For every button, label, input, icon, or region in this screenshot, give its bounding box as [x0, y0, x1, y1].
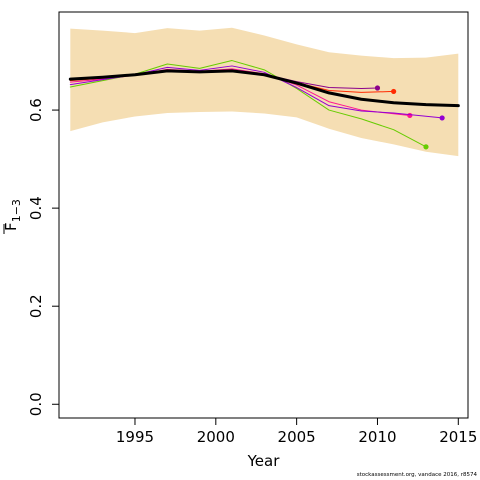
series-end-point-4 — [423, 144, 429, 150]
svg-text:F1−3: F1−3 — [2, 199, 23, 231]
x-tick-label: 2005 — [278, 428, 316, 446]
x-tick-label: 2010 — [358, 428, 396, 446]
series-end-point-1 — [374, 85, 381, 91]
y-axis-title: F1−3 — [2, 199, 23, 234]
x-tick-label: 2015 — [439, 428, 477, 446]
y-axis-title-main: F — [2, 222, 20, 231]
plot-frame — [58, 11, 469, 419]
series-layer — [68, 60, 460, 150]
series-end-point-5 — [439, 115, 445, 121]
x-axis: 1995 2000 2005 2010 2015 — [116, 418, 477, 446]
y-axis-title-subscript: 1−3 — [10, 199, 23, 222]
x-tick-label: 2000 — [197, 428, 235, 446]
series-end-point-3 — [407, 112, 413, 119]
x-axis-title: Year — [247, 452, 281, 470]
confidence-band — [70, 27, 459, 157]
series-end-point-2 — [391, 88, 397, 95]
y-tick-label: 0.6 — [27, 98, 45, 122]
footnote: stockassessment.org, vandace 2016, r8574 — [356, 472, 477, 478]
y-tick-label: 0.0 — [27, 392, 45, 416]
confidence-band-layer — [70, 27, 459, 157]
y-tick-label: 0.2 — [27, 294, 45, 318]
x-tick-label: 1995 — [116, 428, 154, 446]
y-tick-label: 0.4 — [27, 196, 45, 220]
series-line-0 — [68, 69, 460, 108]
y-axis: 0.0 0.2 0.4 0.6 — [27, 98, 59, 416]
